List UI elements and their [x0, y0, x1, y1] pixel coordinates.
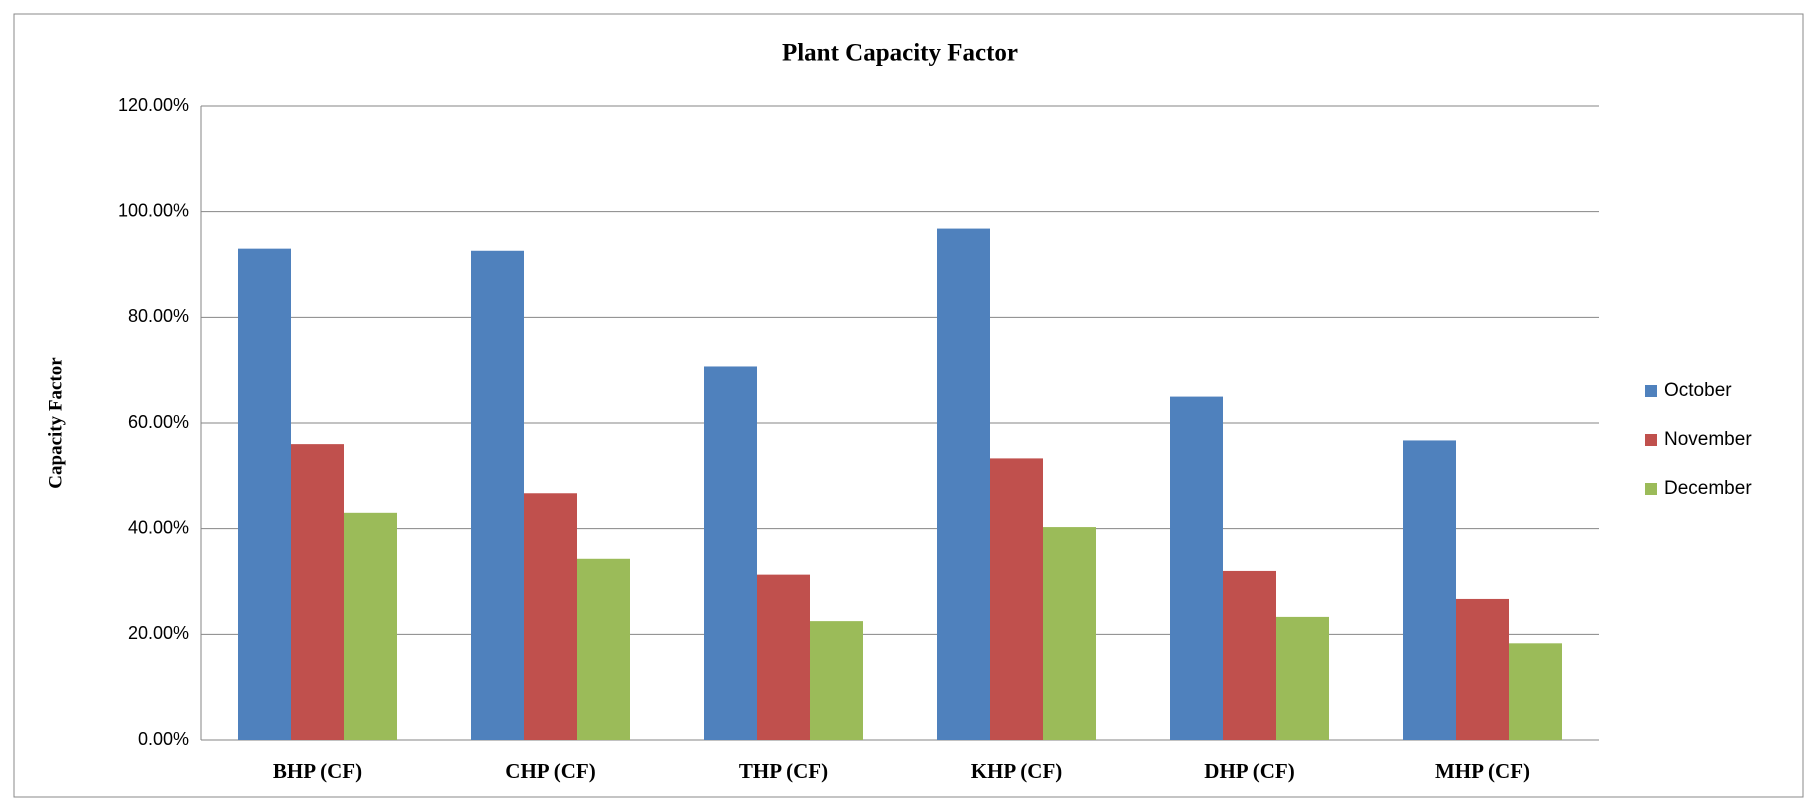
x-tick-label: THP (CF): [739, 759, 828, 783]
y-tick-label: 80.00%: [128, 306, 189, 326]
bar: [757, 574, 810, 740]
chart-title: Plant Capacity Factor: [782, 40, 1018, 67]
bar: [344, 512, 397, 740]
bar: [1509, 643, 1562, 740]
bar: [1276, 616, 1329, 740]
x-tick-label: CHP (CF): [505, 759, 595, 783]
bar: [990, 458, 1043, 740]
y-axis-title: Capacity Factor: [45, 357, 66, 489]
bar: [291, 444, 344, 740]
legend-swatch: [1645, 385, 1657, 397]
x-tick-label: KHP (CF): [971, 759, 1063, 783]
y-tick-label: 100.00%: [118, 200, 189, 220]
bar: [238, 248, 291, 740]
bar: [937, 228, 990, 740]
bar: [1223, 570, 1276, 740]
y-tick-label: 20.00%: [128, 623, 189, 643]
bar: [810, 621, 863, 740]
x-tick-label: MHP (CF): [1435, 759, 1530, 783]
bar: [1043, 527, 1096, 740]
x-tick-label: BHP (CF): [273, 759, 362, 783]
bar: [704, 366, 757, 740]
legend-label: November: [1664, 429, 1752, 450]
legend-label: October: [1664, 380, 1732, 401]
legend-label: December: [1664, 478, 1752, 499]
x-tick-label: DHP (CF): [1204, 759, 1294, 783]
legend-swatch: [1645, 434, 1657, 446]
y-tick-label: 60.00%: [128, 412, 189, 432]
y-tick-label: 40.00%: [128, 517, 189, 537]
y-tick-label: 120.00%: [118, 95, 189, 115]
bar: [471, 250, 524, 740]
bar: [524, 493, 577, 740]
bar: [1170, 396, 1223, 740]
legend-swatch: [1645, 483, 1657, 495]
y-tick-label: 0.00%: [138, 729, 189, 749]
bar: [1456, 598, 1509, 740]
bar: [577, 558, 630, 740]
bar: [1403, 440, 1456, 740]
